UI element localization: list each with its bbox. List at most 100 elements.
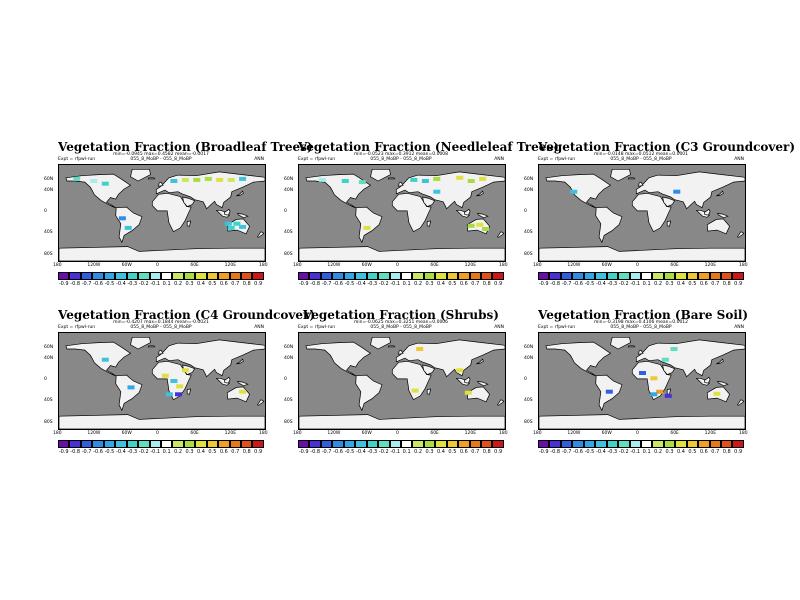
anomaly-cell xyxy=(358,180,366,185)
anomaly-cell xyxy=(124,225,132,230)
colorbar-swatch xyxy=(423,440,436,448)
colorbar-swatch xyxy=(69,272,81,280)
colorbar xyxy=(58,272,264,280)
continent-north-america xyxy=(65,173,132,209)
continent-new-zealand xyxy=(497,399,505,407)
latitude-label: 60N xyxy=(524,345,534,350)
anomaly-cell xyxy=(661,357,669,362)
continent-eurasia xyxy=(635,339,745,378)
colorbar-swatch xyxy=(721,272,733,280)
colorbar-swatch xyxy=(698,440,710,448)
longitude-label: 60W xyxy=(121,431,132,436)
longitude-label: 0 xyxy=(636,263,639,268)
panel-stats: min=-0.3198 max=0.4106 mean=0.0012 xyxy=(593,320,689,325)
continent-africa xyxy=(631,192,672,233)
longitude-label: 120E xyxy=(464,431,477,436)
colorbar-swatch xyxy=(675,440,687,448)
run-label: 055_8_MoBP - 055_8_MoBP xyxy=(610,157,672,162)
colorbar-swatch xyxy=(481,440,493,448)
colorbar-tick-label: 0.9 xyxy=(254,281,263,287)
colorbar-tick-label: -0.1 xyxy=(390,281,401,287)
colorbar-swatch xyxy=(458,272,470,280)
colorbar-swatch xyxy=(640,272,653,280)
continent-new-zealand xyxy=(737,399,745,407)
longitude-label: 0 xyxy=(396,263,399,268)
continent-new-guinea xyxy=(476,213,489,219)
colorbar-tick-label: -0.5 xyxy=(104,281,115,287)
continent-borneo xyxy=(224,208,231,216)
map-canvas xyxy=(299,336,505,429)
latitude-label: 40N xyxy=(524,187,534,193)
colorbar-tick-label: 0.9 xyxy=(494,281,503,287)
continent-borneo xyxy=(464,208,471,216)
continent-japan xyxy=(716,358,724,365)
colorbar-tick-label: 0.2 xyxy=(654,281,663,287)
continent-new-guinea xyxy=(236,381,249,387)
anomaly-cell xyxy=(433,189,441,194)
continent-uk xyxy=(398,181,404,187)
colorbar-swatch xyxy=(709,440,721,448)
colorbar-tick-label: -0.7 xyxy=(321,281,332,287)
continent-antarctica xyxy=(299,246,505,261)
colorbar-swatch xyxy=(549,440,561,448)
continent-north-america xyxy=(305,341,372,377)
colorbar-swatch xyxy=(572,272,584,280)
continent-australia xyxy=(226,218,251,235)
continent-uk xyxy=(638,181,644,187)
colorbar-tick-label: 0.4 xyxy=(676,281,685,287)
anomaly-cell xyxy=(101,181,109,186)
colorbar-tick-label: 0.2 xyxy=(174,281,183,287)
anomaly-cell xyxy=(239,389,247,394)
continent-indonesia xyxy=(455,377,471,386)
latitude-label: 80S xyxy=(524,251,533,257)
colorbar-tick-label: -0.6 xyxy=(93,449,103,455)
colorbar-swatch xyxy=(595,440,607,448)
longitude-label: 180 xyxy=(293,431,302,436)
colorbar-tick-label: 0.4 xyxy=(196,449,205,455)
map-panel: Vegetation Fraction (Needleleaf Trees) mi… xyxy=(284,140,559,288)
colorbar-tick-label: -0.9 xyxy=(538,281,549,287)
latitude-label: 0 xyxy=(524,377,527,382)
colorbar-labels: -0.9 -0.8 -0.7 -0.6 -0.5 -0.4 -0.3 -0.2 -0.1 0.1 0… xyxy=(298,281,504,287)
colorbar-swatch xyxy=(458,440,470,448)
anomaly-cell xyxy=(161,373,169,378)
continent-japan xyxy=(476,358,484,365)
colorbar-swatch xyxy=(572,440,584,448)
colorbar-tick-label: 0.9 xyxy=(734,281,743,287)
colorbar-swatch xyxy=(400,272,413,280)
continent-madagascar xyxy=(666,388,672,395)
continent-japan xyxy=(716,190,724,197)
panel-title: Vegetation Fraction (Broadleaf Trees) xyxy=(58,140,313,154)
continent-new-zealand xyxy=(737,231,745,239)
colorbar-tick-label: 0.7 xyxy=(471,281,480,287)
colorbar-swatch xyxy=(583,272,596,280)
colorbar-tick-label: -0.8 xyxy=(550,449,561,455)
longitude-label: 0 xyxy=(396,431,399,436)
longitude-label: 120W xyxy=(327,263,341,268)
map-panel: Vegetation Fraction (Bare Soil) min=-0.31… xyxy=(524,308,748,456)
world-map xyxy=(538,164,746,262)
map-canvas xyxy=(59,168,265,261)
continent-antarctica xyxy=(539,246,745,261)
colorbar-swatch xyxy=(698,272,710,280)
colorbar-tick-label: 0.1 xyxy=(162,281,171,287)
colorbar-tick-label: 0.3 xyxy=(665,281,674,287)
colorbar-swatch xyxy=(172,272,184,280)
anomaly-cell xyxy=(410,177,418,182)
colorbar-tick-label: -0.1 xyxy=(390,449,401,455)
continent-greenland xyxy=(610,336,632,350)
colorbar-swatch xyxy=(92,440,104,448)
panel-stats: min=-0.0523 max=0.3912 mean=0.0008 xyxy=(353,152,449,157)
colorbar-swatch xyxy=(298,272,310,280)
continent-south-america xyxy=(355,374,383,412)
continent-new-zealand xyxy=(257,231,265,239)
colorbar-tick-label: 0.1 xyxy=(402,281,411,287)
longitude-label: 120W xyxy=(567,263,581,268)
colorbar-swatch xyxy=(663,440,676,448)
colorbar-tick-label: -0.2 xyxy=(138,281,149,287)
experiment-label: Expt = rfpwl-run xyxy=(58,325,96,330)
run-label: 055_8_MoBP - 055_8_MoBP xyxy=(130,325,192,330)
continent-eurasia xyxy=(635,171,745,210)
colorbar-tick-label: -0.7 xyxy=(81,281,92,287)
colorbar-tick-label: -0.4 xyxy=(116,449,126,455)
